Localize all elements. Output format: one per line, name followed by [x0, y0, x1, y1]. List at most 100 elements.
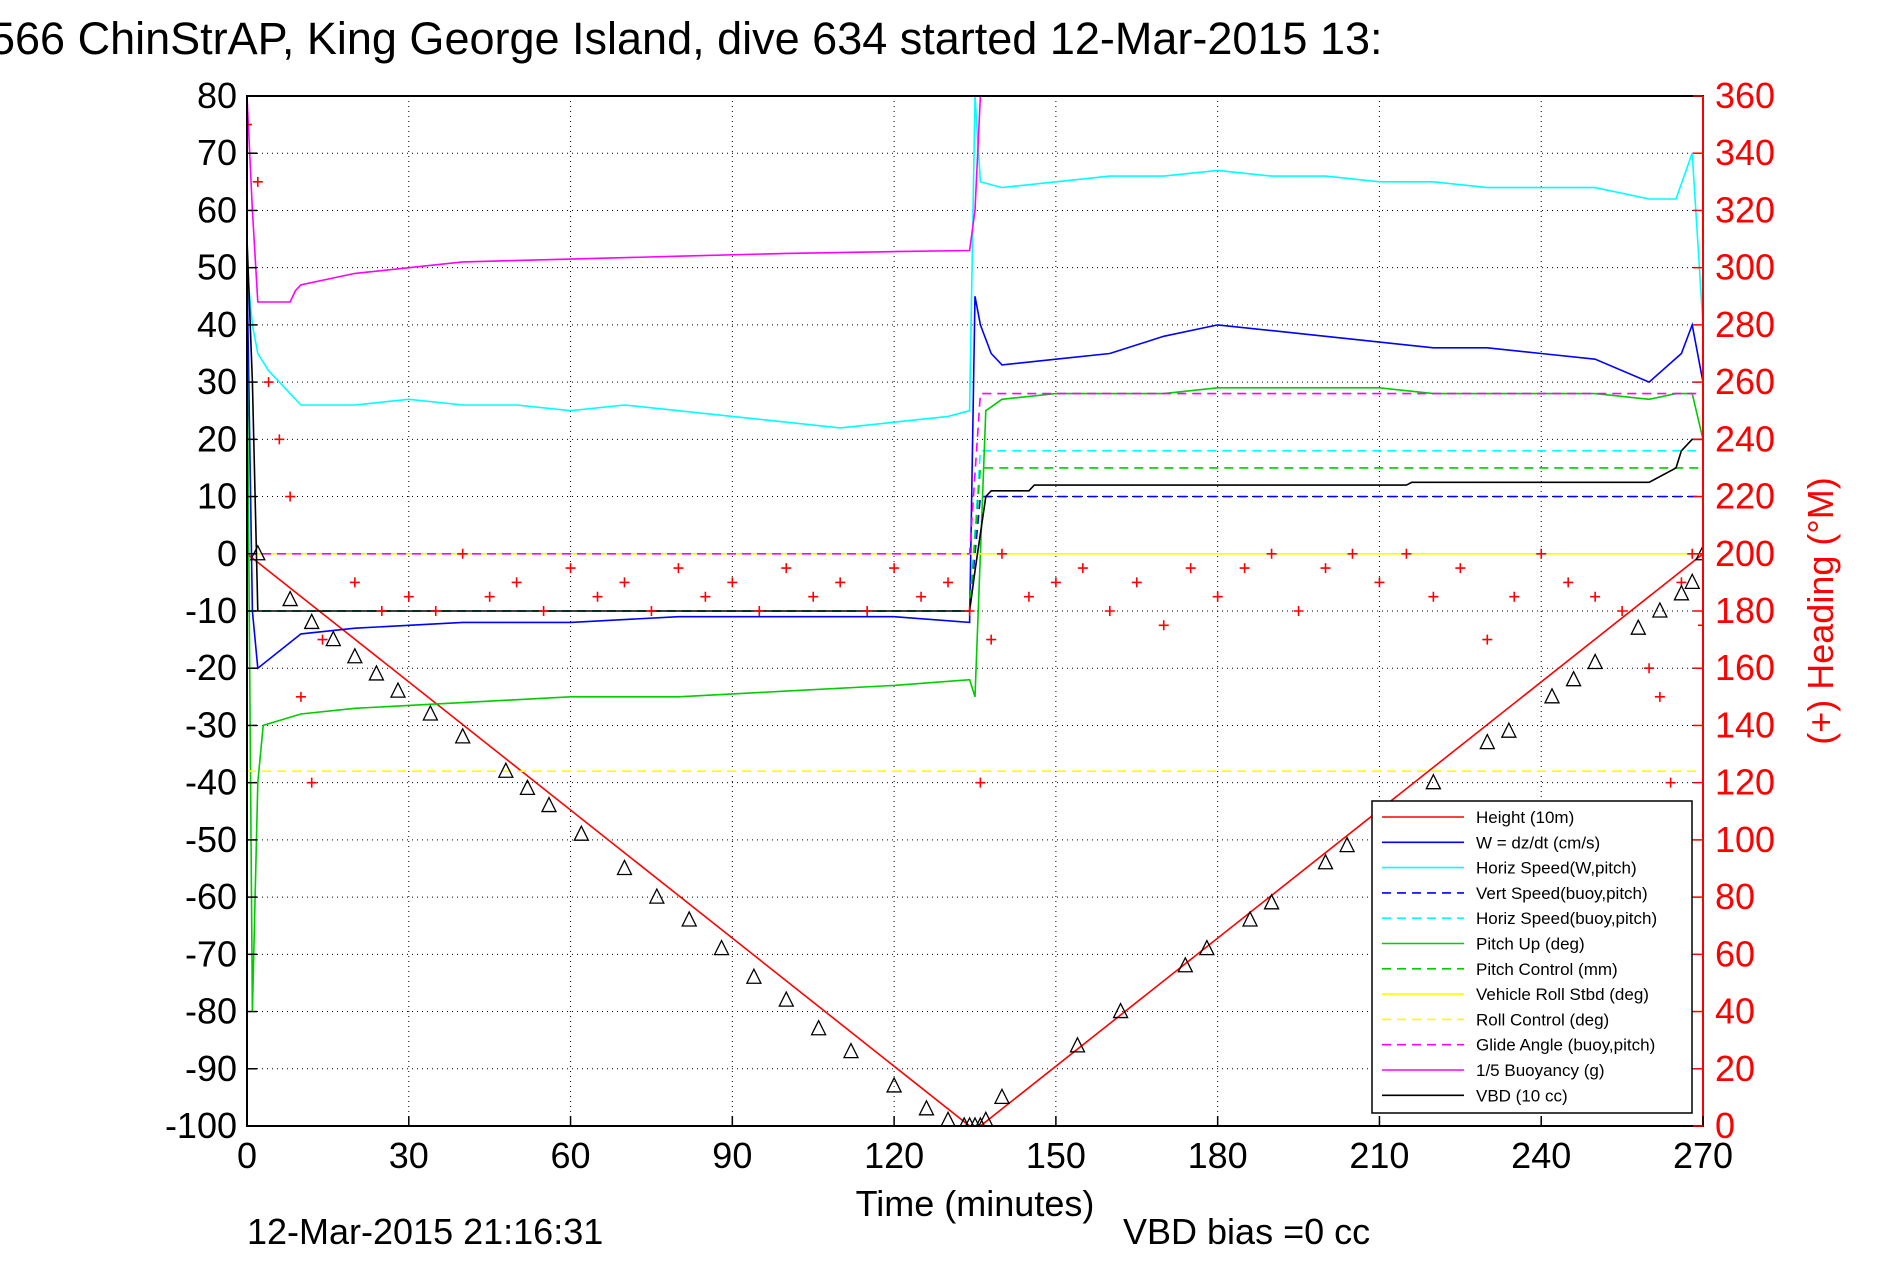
legend-label: Vert Speed(buoy,pitch)	[1476, 884, 1648, 903]
x-tick-label: 210	[1349, 1135, 1409, 1176]
y-tick-label: -90	[185, 1048, 237, 1089]
gps-fix-point	[389, 681, 407, 698]
gps-fix-point	[1500, 721, 1517, 738]
series-height-10m	[247, 553, 1703, 1126]
series-pitch-up-deg	[247, 324, 1703, 1012]
gps-fix-point	[282, 590, 299, 607]
y-tick-label: 10	[197, 476, 237, 517]
legend-label: Height (10m)	[1476, 808, 1574, 827]
heading-point	[727, 577, 738, 588]
series-line	[247, 239, 1703, 612]
x-tick-label: 90	[712, 1135, 752, 1176]
heading-point	[1374, 577, 1385, 588]
y-tick-label: -30	[185, 704, 237, 745]
gps-fix-point	[1198, 939, 1215, 956]
gps-fix-point	[713, 939, 730, 956]
heading-point	[484, 591, 495, 602]
gps-fix-point	[1241, 910, 1259, 927]
gps-fix-point	[616, 859, 633, 876]
series-w-dz-dt-cm-s	[247, 267, 1703, 670]
heading-point	[1563, 577, 1574, 588]
gps-fix-point	[454, 727, 471, 744]
series-line	[247, 324, 1703, 1012]
heading-point	[1185, 563, 1196, 574]
heading-point	[1590, 591, 1601, 602]
heading-point	[835, 577, 846, 588]
gps-fix-point	[1630, 618, 1647, 635]
heading-point	[964, 606, 975, 616]
x-tick-label: 150	[1026, 1135, 1086, 1176]
y-right-tick-label: 200	[1715, 533, 1775, 574]
y-right-tick-label: 240	[1715, 418, 1775, 459]
gps-fix-point	[303, 612, 320, 630]
gps-fix-point	[1112, 1002, 1129, 1019]
gps-fix-point	[1651, 601, 1668, 618]
gps-fix-point	[540, 796, 558, 813]
y-tick-label: 80	[197, 75, 237, 116]
y-tick-label: 60	[197, 189, 237, 230]
gps-fix-point	[978, 1110, 994, 1126]
heading-point	[975, 777, 986, 788]
legend: Height (10m) W = dz/dt (cm/s) Horiz Speed(…	[1371, 800, 1693, 1114]
gps-fix-point	[1263, 893, 1280, 910]
heading-point	[1665, 777, 1676, 788]
heading-point	[700, 591, 711, 602]
y-tick-label: -50	[185, 819, 237, 860]
y-axis-right: 3603403203002802602402202001801601401201…	[1693, 75, 1775, 1146]
heading-point	[565, 563, 576, 574]
y-right-tick-label: 160	[1715, 647, 1775, 688]
gps-fix-point	[1543, 687, 1561, 704]
gps-fix-point	[249, 544, 266, 561]
legend-label: Pitch Control (mm)	[1476, 960, 1618, 979]
heading-point	[1482, 634, 1493, 645]
series-vbd-10-cc	[247, 239, 1703, 612]
heading-point	[619, 577, 630, 588]
legend-label: Horiz Speed(W,pitch)	[1476, 859, 1637, 878]
gps-fix-point	[940, 1110, 956, 1126]
y-tick-label: -10	[185, 590, 237, 631]
heading-point	[1428, 591, 1439, 602]
gps-fix-point	[1177, 956, 1194, 973]
heading-point	[1212, 591, 1223, 602]
y-axis-left: 80 70 60 50 40 30 20 10 0 -10 -20 -30 -40 -50 -60 -70 -8…	[165, 75, 257, 1146]
gps-fix-point	[422, 704, 439, 721]
heading-point	[1654, 691, 1665, 702]
heading-point	[349, 577, 360, 588]
heading-point	[1077, 563, 1088, 574]
heading-point	[263, 377, 274, 388]
y-tick-label: 20	[197, 418, 237, 459]
gps-fix-point	[1425, 773, 1442, 790]
legend-label: Vehicle Roll Stbd (deg)	[1476, 985, 1649, 1004]
gps-fix-point	[1479, 733, 1496, 750]
y-tick-label: 50	[197, 247, 237, 288]
y-tick-label: -70	[185, 933, 237, 974]
series-line	[247, 96, 982, 303]
heading-point	[943, 577, 954, 588]
heading-point	[1644, 663, 1655, 674]
heading-point	[986, 634, 997, 645]
gps-fix-point	[519, 778, 536, 796]
y-right-tick-label: 100	[1715, 819, 1775, 860]
gps-fix-point	[842, 1042, 860, 1059]
series-line	[247, 392, 1703, 555]
heading-point	[1347, 548, 1358, 559]
heading-point	[1293, 606, 1304, 616]
heading-point	[430, 606, 441, 616]
heading-point	[646, 606, 657, 616]
gps-fix-point	[573, 824, 590, 841]
heading-point	[1050, 577, 1061, 588]
y-tick-label: 70	[197, 132, 237, 173]
legend-label: W = dz/dt (cm/s)	[1476, 833, 1600, 852]
y-right-tick-label: 20	[1715, 1048, 1755, 1089]
legend-label: VBD (10 cc)	[1476, 1086, 1568, 1105]
series-line	[247, 267, 1703, 670]
heading-point	[781, 563, 792, 574]
gps-fix-point	[918, 1099, 935, 1116]
heading-point	[592, 591, 603, 602]
heading-point	[1131, 577, 1142, 588]
y-right-tick-label: 360	[1715, 75, 1775, 116]
y-right-tick-label: 0	[1715, 1105, 1735, 1146]
heading-point	[889, 563, 900, 574]
legend-label: 1/5 Buoyancy (g)	[1476, 1061, 1605, 1080]
gps-fix-point	[1673, 584, 1690, 601]
